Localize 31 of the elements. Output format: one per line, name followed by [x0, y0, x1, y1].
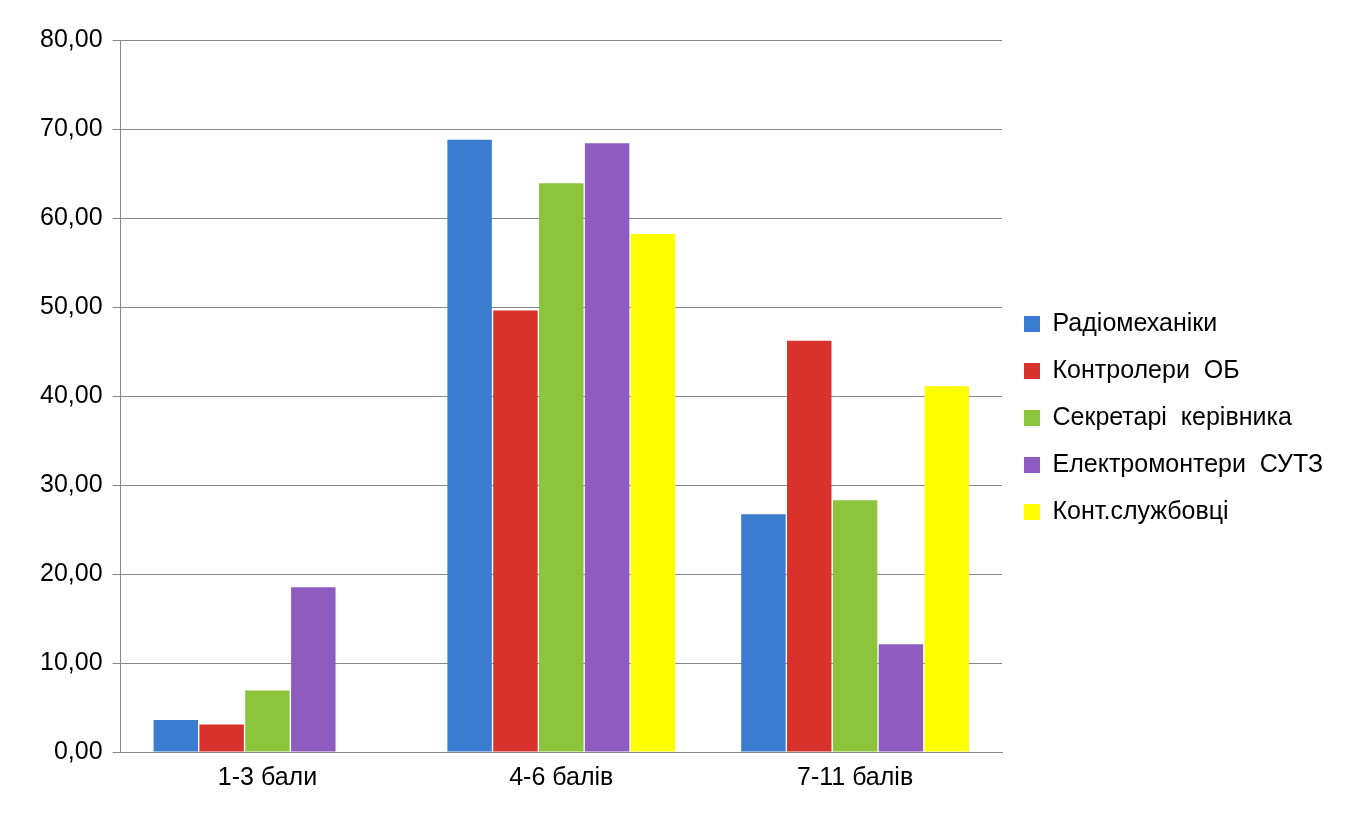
x-tick-label: 1-3 бали: [217, 761, 318, 790]
bar: [493, 310, 538, 752]
y-tick-label: 30,00: [40, 468, 103, 497]
bar: [924, 386, 969, 752]
bar: [291, 587, 336, 752]
bar: [878, 644, 924, 752]
bar: [584, 143, 630, 752]
legend-label: Конт.службовці: [1052, 495, 1229, 524]
legend-label: Електромонтери СУТЗ: [1052, 448, 1324, 477]
bar: [741, 514, 786, 752]
bar: [245, 690, 290, 752]
bar: [447, 139, 492, 752]
bar: [630, 234, 676, 752]
y-tick-label: 80,00: [40, 23, 103, 52]
bar: [153, 719, 199, 752]
x-tick-label: 7-11 балів: [796, 761, 914, 790]
y-tick-label: 50,00: [40, 290, 103, 319]
bar: [787, 340, 832, 752]
bar: [199, 724, 244, 752]
y-tick-label: 20,00: [40, 557, 103, 586]
legend-label: Радіомеханіки: [1052, 307, 1218, 336]
bar: [832, 500, 878, 752]
legend-label: Секретарі керівника: [1052, 401, 1292, 430]
y-tick-label: 0,00: [53, 735, 103, 764]
y-tick-label: 10,00: [40, 646, 103, 675]
legend-label: Контролери ОБ: [1052, 354, 1240, 383]
y-tick-label: 70,00: [40, 112, 103, 141]
y-tick-label: 60,00: [40, 201, 103, 230]
bar: [539, 183, 584, 752]
x-tick-label: 4-6 балів: [509, 761, 614, 790]
y-tick-label: 40,00: [40, 379, 103, 408]
